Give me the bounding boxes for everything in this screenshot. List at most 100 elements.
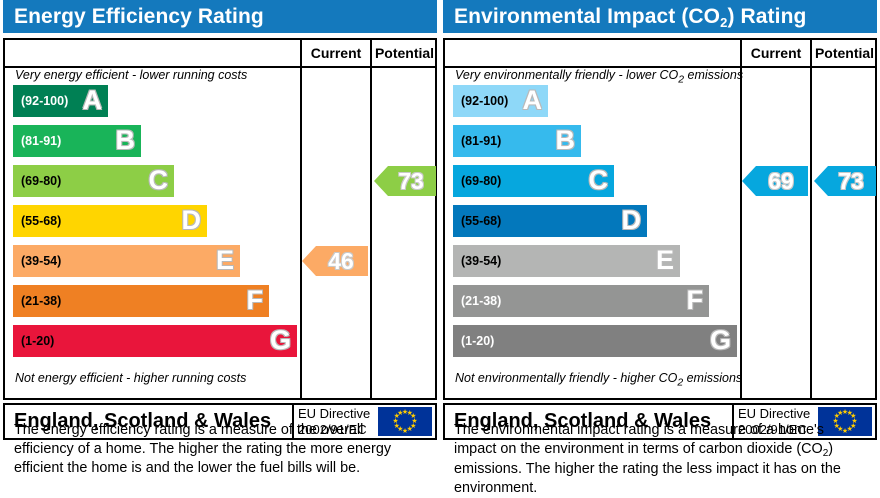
- band-range-label: (55-68): [461, 214, 502, 228]
- eu-star-icon: ★: [832, 418, 839, 425]
- band-letter-label: F: [686, 285, 704, 315]
- band-a: (92-100) A: [13, 85, 108, 117]
- eu-star-icon: ★: [406, 409, 413, 417]
- band-letter-label: A: [82, 85, 103, 115]
- band-letter-label: E: [215, 245, 234, 275]
- eu-star-icon: ★: [410, 413, 417, 421]
- band-b: (81-91) B: [13, 125, 141, 157]
- energy-column-divider-current: [300, 40, 302, 398]
- band-range-label: (55-68): [21, 214, 62, 228]
- environmental-footer-divider: [732, 405, 734, 438]
- environmental-title-subscript: 2: [720, 15, 728, 30]
- band-e: (39-54) E: [13, 245, 240, 277]
- environmental-footer-country: England, Scotland & Wales: [454, 410, 712, 432]
- band-d: (55-68) D: [453, 205, 647, 237]
- environmental-impact-description: The environmental impact rating is a mea…: [454, 421, 854, 498]
- energy-table-header-row: [5, 40, 435, 68]
- band-range-label: (39-54): [461, 254, 502, 268]
- environmental-table-header-row: [445, 40, 875, 68]
- band-letter-label: E: [655, 245, 674, 275]
- band-letter-label: D: [181, 205, 202, 235]
- environmental-caption-bottom-suffix: emissions: [683, 371, 743, 385]
- potential-rating-arrow: 73: [814, 166, 876, 196]
- environmental-impact-title: Environmental Impact (CO2) Rating: [443, 0, 877, 33]
- energy-potential-column-header: Potential: [374, 45, 435, 61]
- environmental-column-divider-current: [740, 40, 742, 398]
- eu-star-icon: ★: [397, 426, 404, 434]
- energy-footer-divider: [292, 405, 294, 438]
- band-range-label: (1-20): [21, 334, 55, 348]
- environmental-impact-panel: Environmental Impact (CO2) Rating Curren…: [443, 0, 877, 493]
- current-rating-arrow: 69: [742, 166, 808, 196]
- eu-star-icon: ★: [846, 409, 853, 417]
- eu-star-icon: ★: [833, 422, 840, 430]
- band-letter-label: F: [246, 285, 264, 315]
- band-range-label: (21-38): [21, 294, 62, 308]
- eu-star-icon: ★: [392, 418, 399, 425]
- band-f: (21-38) F: [13, 285, 269, 317]
- environmental-caption-top-subscript: 2: [678, 74, 685, 86]
- environmental-caption-top: Very environmentally friendly - lower CO…: [455, 68, 743, 86]
- energy-caption-top: Very energy efficient - lower running co…: [15, 68, 248, 82]
- energy-efficiency-title: Energy Efficiency Rating: [3, 0, 437, 33]
- environmental-caption-bottom-prefix: Not environmentally friendly - higher CO: [455, 371, 678, 385]
- band-letter-label: G: [269, 325, 291, 355]
- energy-directive-line2: 2002/91/EC: [298, 422, 367, 437]
- band-letter-label: B: [115, 125, 136, 155]
- band-a: (92-100) A: [453, 85, 548, 117]
- energy-footer-country: England, Scotland & Wales: [14, 410, 272, 432]
- band-e: (39-54) E: [453, 245, 680, 277]
- energy-footer-directive: EU Directive 2002/91/EC: [298, 406, 370, 438]
- eu-star-icon: ★: [401, 408, 409, 416]
- band-letter-label: A: [522, 85, 543, 115]
- eu-star-icon: ★: [850, 413, 857, 421]
- eu-star-icon: ★: [397, 409, 404, 417]
- band-letter-label: B: [555, 125, 576, 155]
- environmental-footer: England, Scotland & Wales EU Directive 2…: [443, 403, 877, 440]
- environmental-footer-directive: EU Directive 2002/91/EC: [738, 406, 810, 438]
- energy-efficiency-table: Current Potential Very energy efficient …: [3, 38, 437, 400]
- environmental-impact-table: Current Potential Very environmentally f…: [443, 38, 877, 400]
- band-range-label: (39-54): [21, 254, 62, 268]
- band-range-label: (92-100): [21, 94, 69, 108]
- band-c: (69-80) C: [13, 165, 174, 197]
- environmental-directive-line1: EU Directive: [738, 406, 811, 421]
- eu-star-icon: ★: [833, 413, 840, 421]
- band-g: (1-20) G: [13, 325, 297, 357]
- band-range-label: (69-80): [21, 174, 62, 188]
- eu-star-icon: ★: [411, 418, 418, 425]
- eu-star-icon: ★: [851, 418, 858, 425]
- eu-star-icon: ★: [410, 422, 417, 430]
- band-letter-label: G: [709, 325, 731, 355]
- environmental-caption-bottom-subscript: 2: [677, 377, 684, 389]
- eu-star-icon: ★: [846, 426, 853, 434]
- current-rating-arrow: 46: [302, 246, 368, 276]
- band-range-label: (21-38): [461, 294, 502, 308]
- energy-footer: England, Scotland & Wales EU Directive 2…: [3, 403, 437, 440]
- band-c: (69-80) C: [453, 165, 614, 197]
- eu-star-icon: ★: [406, 426, 413, 434]
- band-range-label: (1-20): [461, 334, 495, 348]
- energy-efficiency-panel: Energy Efficiency Rating Current Potenti…: [3, 0, 437, 493]
- eu-star-icon: ★: [837, 426, 844, 434]
- eu-star-icon: ★: [841, 408, 849, 416]
- environmental-potential-column-header: Potential: [814, 45, 875, 61]
- band-f: (21-38) F: [453, 285, 709, 317]
- environmental-directive-line2: 2002/91/EC: [738, 422, 807, 437]
- eu-star-icon: ★: [841, 427, 849, 435]
- energy-caption-bottom: Not energy efficient - higher running co…: [15, 371, 247, 385]
- band-range-label: (92-100): [461, 94, 509, 108]
- environmental-caption-top-suffix: emissions: [684, 68, 744, 82]
- band-letter-label: C: [148, 165, 169, 195]
- energy-directive-line1: EU Directive: [298, 406, 371, 421]
- energy-efficiency-description: The energy efficiency rating is a measur…: [14, 422, 392, 476]
- eu-flag-icon: ★ ★ ★ ★ ★ ★ ★ ★ ★ ★ ★ ★: [818, 407, 872, 436]
- band-range-label: (69-80): [461, 174, 502, 188]
- environmental-caption-bottom: Not environmentally friendly - higher CO…: [455, 371, 742, 389]
- environmental-title-prefix: Environmental Impact (CO: [454, 5, 721, 28]
- band-letter-label: D: [621, 205, 642, 235]
- energy-column-divider-potential: [370, 40, 372, 398]
- band-d: (55-68) D: [13, 205, 207, 237]
- environmental-description-suffix: ) emissions. The higher the rating the l…: [454, 441, 841, 496]
